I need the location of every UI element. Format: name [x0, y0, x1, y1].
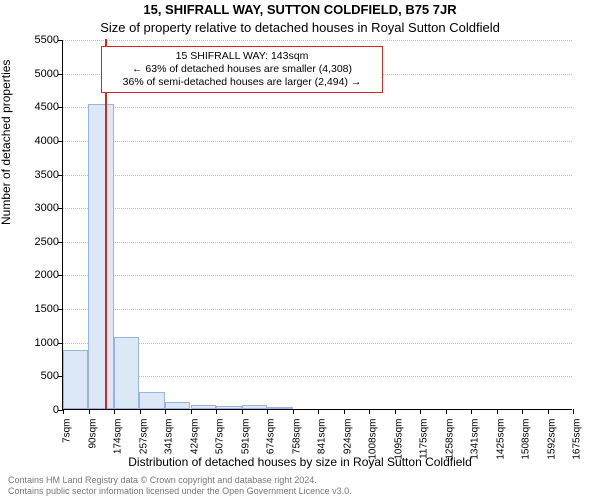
- x-tick-label: 341sqm: [164, 419, 175, 455]
- subject-property-marker-line: [105, 39, 107, 409]
- x-tick-label: 424sqm: [189, 419, 200, 455]
- x-tick-label: 1675sqm: [572, 419, 583, 460]
- x-tick-label: 1175sqm: [419, 419, 430, 459]
- x-tick-label: 1258sqm: [444, 419, 455, 460]
- x-tick-mark: [497, 409, 498, 414]
- y-tick-label: 2500: [35, 236, 59, 248]
- x-tick-label: 758sqm: [291, 419, 302, 455]
- footer-attribution: Contains HM Land Registry data © Crown c…: [8, 475, 352, 496]
- x-tick-mark: [573, 409, 574, 414]
- x-tick-mark: [140, 409, 141, 414]
- x-tick-label: 1508sqm: [521, 419, 532, 460]
- gridline: [63, 175, 572, 176]
- gridline: [63, 242, 572, 243]
- gridline: [63, 141, 572, 142]
- footer-line-1: Contains HM Land Registry data © Crown c…: [8, 475, 352, 485]
- x-tick-label: 257sqm: [138, 419, 149, 455]
- x-tick-mark: [191, 409, 192, 414]
- x-tick-mark: [63, 409, 64, 414]
- x-tick-mark: [420, 409, 421, 414]
- x-tick-mark: [548, 409, 549, 414]
- x-tick-mark: [318, 409, 319, 414]
- gridline: [63, 208, 572, 209]
- annotation-line-2: ← 63% of detached houses are smaller (4,…: [108, 63, 376, 76]
- histogram-bar: [114, 337, 139, 409]
- x-tick-label: 1095sqm: [393, 419, 404, 460]
- x-tick-mark: [165, 409, 166, 414]
- x-tick-label: 1592sqm: [546, 419, 557, 460]
- y-axis-label: Number of detached properties: [0, 60, 13, 225]
- y-tick-label: 2000: [35, 269, 59, 281]
- page-root: 15, SHIFRALL WAY, SUTTON COLDFIELD, B75 …: [0, 0, 600, 500]
- y-tick-label: 0: [53, 404, 59, 416]
- x-tick-label: 90sqm: [87, 419, 98, 449]
- y-tick-label: 4000: [35, 135, 59, 147]
- y-tick-label: 3500: [35, 169, 59, 181]
- footer-line-2: Contains public sector information licen…: [8, 486, 352, 496]
- gridline: [63, 275, 572, 276]
- histogram-bar: [242, 405, 267, 409]
- x-tick-mark: [522, 409, 523, 414]
- x-tick-label: 1425sqm: [495, 419, 506, 460]
- y-tick-label: 1000: [35, 337, 59, 349]
- annotation-line-1: 15 SHIFRALL WAY: 143sqm: [108, 50, 376, 63]
- gridline: [63, 107, 572, 108]
- x-tick-label: 1008sqm: [368, 419, 379, 460]
- x-tick-label: 507sqm: [215, 419, 226, 455]
- x-tick-label: 7sqm: [62, 419, 73, 443]
- gridline: [63, 40, 572, 41]
- x-tick-label: 591sqm: [240, 419, 251, 455]
- x-tick-label: 674sqm: [266, 419, 277, 455]
- histogram-bar: [88, 104, 114, 409]
- x-tick-mark: [395, 409, 396, 414]
- x-tick-mark: [369, 409, 370, 414]
- histogram-bar: [139, 392, 165, 409]
- x-tick-mark: [216, 409, 217, 414]
- histogram-bar: [63, 350, 88, 409]
- y-tick-label: 1500: [35, 303, 59, 315]
- histogram-bar: [165, 402, 190, 409]
- y-tick-label: 3000: [35, 202, 59, 214]
- x-tick-mark: [242, 409, 243, 414]
- gridline: [63, 309, 572, 310]
- histogram-bar: [216, 406, 242, 409]
- page-subtitle: Size of property relative to detached ho…: [0, 20, 600, 35]
- x-tick-mark: [344, 409, 345, 414]
- page-title: 15, SHIFRALL WAY, SUTTON COLDFIELD, B75 …: [0, 2, 600, 17]
- x-tick-mark: [471, 409, 472, 414]
- y-tick-label: 5500: [35, 34, 59, 46]
- y-tick-label: 4500: [35, 101, 59, 113]
- x-tick-mark: [446, 409, 447, 414]
- x-tick-mark: [293, 409, 294, 414]
- annotation-line-3: 36% of semi-detached houses are larger (…: [108, 76, 376, 89]
- x-axis-label: Distribution of detached houses by size …: [0, 455, 600, 469]
- histogram-bar: [267, 407, 293, 409]
- x-tick-label: 174sqm: [113, 419, 124, 455]
- x-tick-mark: [267, 409, 268, 414]
- x-tick-label: 924sqm: [342, 419, 353, 455]
- x-tick-mark: [114, 409, 115, 414]
- histogram-plot-area: 0500100015002000250030003500400045005000…: [62, 40, 572, 410]
- marker-annotation-box: 15 SHIFRALL WAY: 143sqm ← 63% of detache…: [101, 46, 383, 93]
- x-tick-mark: [89, 409, 90, 414]
- y-tick-label: 500: [41, 370, 59, 382]
- x-tick-label: 1341sqm: [470, 419, 481, 460]
- histogram-bar: [191, 405, 216, 409]
- x-tick-label: 841sqm: [317, 419, 328, 455]
- y-tick-label: 5000: [35, 68, 59, 80]
